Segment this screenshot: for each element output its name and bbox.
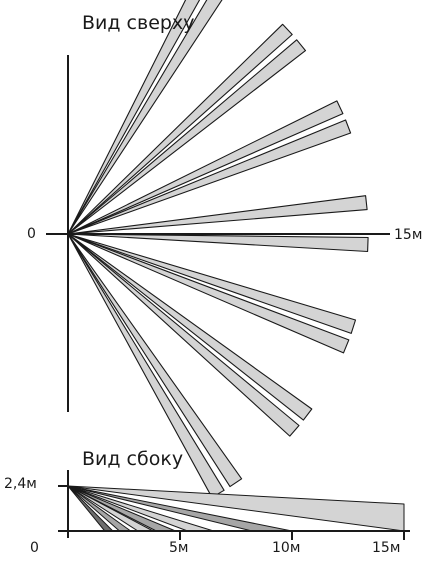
top-view-beam-1 <box>67 0 201 235</box>
top-view-beam-10 <box>67 233 350 354</box>
side-view-beam-1 <box>67 485 405 532</box>
top-view-title: Вид сверху <box>82 12 195 34</box>
top-view-origin-label: 0 <box>27 226 36 242</box>
top-view-range-label: 15м <box>394 227 423 243</box>
top-view-beam-2 <box>67 0 223 235</box>
top-view-beam-12 <box>67 233 300 437</box>
side-view-ticks <box>179 531 405 540</box>
side-view-height-label: 2,4м <box>4 476 37 492</box>
side-view-x-label-10: 10м <box>272 540 301 556</box>
top-view-beam-4 <box>67 39 307 235</box>
top-view-beam-6 <box>67 119 352 235</box>
top-view-beams <box>67 0 369 498</box>
top-view-beam-8 <box>67 233 369 253</box>
top-view-beam-3 <box>67 23 293 235</box>
side-view-beams <box>67 485 405 532</box>
side-view-x-label-0: 0 <box>30 540 39 556</box>
top-view-beam-11 <box>67 233 313 421</box>
top-view-beam-13 <box>67 233 243 488</box>
top-view-beam-5 <box>67 100 344 235</box>
side-view-x-label-5: 5м <box>169 540 189 556</box>
side-view-title: Вид сбоку <box>82 448 184 470</box>
top-view-beam-9 <box>67 233 357 334</box>
side-view-x-label-15: 15м <box>372 540 401 556</box>
top-view-beam-7 <box>67 195 368 235</box>
